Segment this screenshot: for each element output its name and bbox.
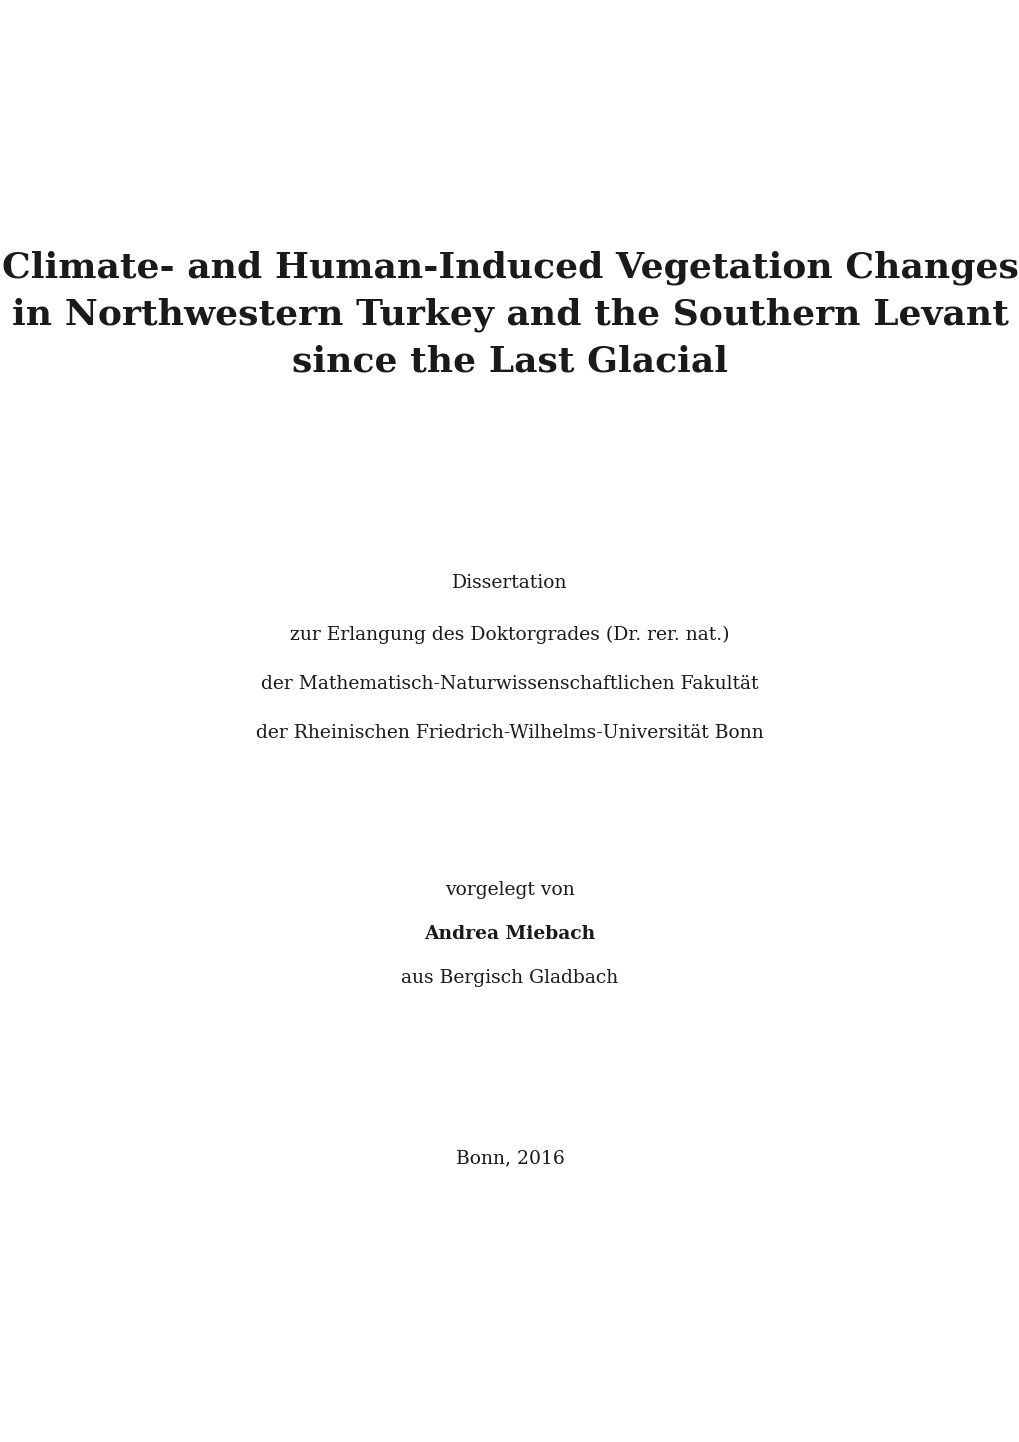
Text: aus Bergisch Gladbach: aus Bergisch Gladbach: [401, 969, 618, 986]
Text: Dissertation: Dissertation: [451, 574, 568, 591]
Text: vorgelegt von: vorgelegt von: [444, 881, 575, 898]
Text: zur Erlangung des Doktorgrades (Dr. rer. nat.): zur Erlangung des Doktorgrades (Dr. rer.…: [290, 626, 729, 643]
Text: der Mathematisch-Naturwissenschaftlichen Fakultät: der Mathematisch-Naturwissenschaftlichen…: [261, 675, 758, 692]
Text: Climate- and Human-Induced Vegetation Changes
in Northwestern Turkey and the Sou: Climate- and Human-Induced Vegetation Ch…: [2, 251, 1017, 378]
Text: Andrea Miebach: Andrea Miebach: [424, 926, 595, 943]
Text: Bonn, 2016: Bonn, 2016: [455, 1149, 564, 1167]
Text: der Rheinischen Friedrich-Wilhelms-Universität Bonn: der Rheinischen Friedrich-Wilhelms-Unive…: [256, 724, 763, 741]
